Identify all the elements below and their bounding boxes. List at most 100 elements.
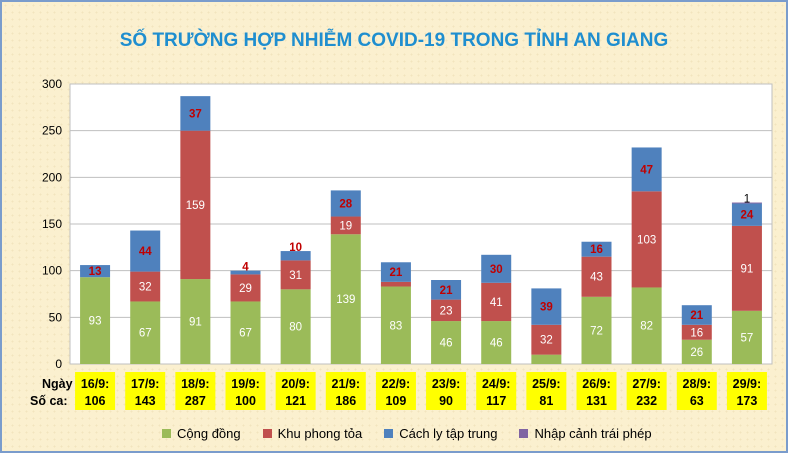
data-label: 46 [440,338,453,350]
legend-item: Cộng đồng [162,426,241,441]
data-label: 46 [490,338,503,350]
bar-segment [681,305,712,325]
date-box [175,372,216,410]
data-label: 28 [339,198,352,210]
bar-segment [380,262,411,282]
row-label-total: Số ca: [30,394,68,408]
y-tick-label: 50 [49,310,63,324]
data-label: 24 [741,210,754,222]
bar-segment [130,230,161,272]
date-box [225,372,266,410]
bar-segment [431,299,462,322]
data-label: 47 [640,164,653,176]
bar-segment [731,310,762,364]
bar-segment [531,324,562,355]
data-label: 93 [89,316,102,328]
y-tick-label: 100 [42,264,62,278]
bar-segment [330,190,361,217]
date-box [275,372,316,410]
data-label: 103 [637,234,656,246]
total-label: 63 [690,394,704,408]
date-box [676,372,717,410]
date-box [626,372,667,410]
bar-segment [380,286,411,364]
bar-segment [631,287,662,364]
x-tick-label: 20/9: [281,377,310,391]
bar-segment [731,202,762,204]
data-label: 21 [440,285,453,297]
data-label: 21 [390,267,403,279]
bar-segment [330,234,361,364]
date-box [426,372,467,410]
x-tick-label: 27/9: [632,377,661,391]
x-tick-label: 24/9: [482,377,511,391]
data-label: 19 [339,220,352,232]
total-label: 109 [385,394,406,408]
bar-segment [80,277,111,364]
bar-segment [731,203,762,226]
data-label: 10 [289,242,302,254]
legend-label: Cách ly tập trung [399,426,498,441]
x-tick-label: 29/9: [733,377,762,391]
bar-segment [330,216,361,235]
legend-swatch [162,429,171,438]
data-label: 30 [490,264,503,276]
data-label: 16 [690,327,703,339]
bar-segment [481,254,512,283]
bar-segment [180,130,211,280]
x-tick-label: 16/9: [81,377,110,391]
data-label: 26 [690,347,703,359]
legend-swatch [262,429,272,438]
date-box [576,372,617,410]
chart-title: SỐ TRƯỜNG HỢP NHIỄM COVID-19 TRONG TỈNH … [119,30,669,51]
date-box [726,372,767,410]
date-box [75,372,116,410]
date-box [125,372,166,410]
date-box [325,372,366,410]
bar-segment [531,354,562,364]
bar-segment [681,324,712,340]
row-label-date: Ngày [42,377,73,391]
data-label: 82 [640,321,653,333]
bar-segment [130,301,161,364]
legend-label: Nhập cảnh trái phép [534,426,652,441]
y-tick-label: 300 [42,77,62,91]
bar-segment [80,265,111,278]
data-label: 23 [440,305,453,317]
total-label: 100 [235,394,256,408]
total-label: 90 [439,394,453,408]
bar-segment [230,301,261,364]
legend: Cộng đồng Khu phong tỏa Cách ly tập trung N… [162,426,652,441]
bar-segment [481,282,512,322]
data-label: 159 [186,200,205,212]
data-label: 21 [690,310,703,322]
data-label: 32 [540,335,553,347]
data-label: 80 [289,322,302,334]
data-label: 139 [336,294,355,306]
bar-segment [380,281,411,287]
bar-segment [230,270,261,275]
total-label: 143 [135,394,156,408]
total-label: 117 [486,394,506,408]
legend-label: Khu phong tỏa [277,426,363,441]
data-label: 39 [540,302,553,314]
total-label: 81 [539,394,553,408]
x-tick-label: 23/9: [432,377,461,391]
data-label: 16 [590,244,603,256]
y-tick-label: 250 [42,124,62,138]
bar-segment [130,271,161,302]
data-label: 43 [590,272,603,284]
legend-item: Cách ly tập trung [384,426,497,441]
bar-segment [230,274,261,302]
x-tick-label: 22/9: [382,377,411,391]
x-tick-label: 25/9: [532,377,561,391]
x-tick-label: 18/9: [181,377,210,391]
data-label: 67 [139,328,152,340]
data-label: 72 [590,325,603,337]
date-box [476,372,517,410]
x-tick-label: 26/9: [582,377,611,391]
date-box [375,372,416,410]
bar-segment [280,289,311,364]
legend-item: Khu phong tỏa [262,426,363,441]
